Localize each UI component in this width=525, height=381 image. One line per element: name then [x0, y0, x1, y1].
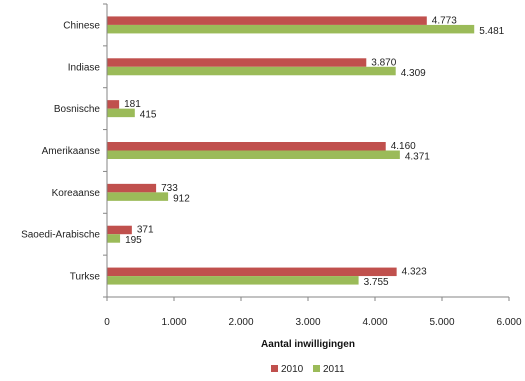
x-tick-label: 4.000 [362, 317, 387, 328]
bar-2011-amerikaanse [107, 150, 400, 159]
data-label-2011-koreaanse: 912 [173, 193, 190, 204]
data-label-2010-turkse: 4.323 [402, 267, 427, 278]
data-label-2010-saoedi-arabische: 371 [137, 225, 154, 236]
bar-2011-koreaanse [107, 192, 169, 201]
category-label-indiase: Indiase [68, 62, 101, 73]
category-label-chinese: Chinese [63, 20, 100, 31]
bar-2010-amerikaanse [107, 142, 386, 151]
data-label-2010-koreaanse: 733 [161, 183, 178, 194]
axis-layer [103, 3, 510, 301]
category-label-saoedi-arabische: Saoedi-Arabische [21, 230, 100, 241]
labels-layer: Chinese 4.773 5.481 Indiase 3.870 4.309 Bosnis… [21, 15, 522, 328]
bar-2010-bosnische [107, 100, 120, 109]
data-label-2011-indiase: 4.309 [401, 68, 426, 79]
category-label-bosnische: Bosnische [54, 104, 101, 115]
data-label-2010-amerikaanse: 4.160 [391, 141, 416, 152]
x-tick-label: 0 [104, 317, 110, 328]
data-label-2011-saoedi-arabische: 195 [125, 235, 142, 246]
x-tick-label: 5.000 [429, 317, 454, 328]
legend-label-2011: 2011 [323, 364, 345, 375]
bar-2011-bosnische [107, 108, 135, 118]
data-label-2010-chinese: 4.773 [432, 15, 457, 26]
legend-label-2010: 2010 [281, 364, 304, 375]
legend-swatch-2010 [271, 365, 278, 372]
x-tick-label: 1.000 [161, 317, 186, 328]
bar-2010-indiase [107, 58, 367, 67]
data-label-2011-amerikaanse: 4.371 [405, 152, 430, 163]
bar-2011-saoedi-arabische [107, 234, 121, 243]
bar-2010-saoedi-arabische [107, 225, 132, 235]
bar-2010-chinese [107, 16, 427, 25]
x-tick-label: 2.000 [228, 317, 253, 328]
x-axis-title: Aantal inwilligingen [261, 339, 355, 350]
data-label-2011-turkse: 3.755 [364, 277, 389, 288]
bar-2011-turkse [107, 276, 359, 285]
bar-2010-turkse [107, 267, 397, 277]
data-label-2010-indiase: 3.870 [371, 57, 396, 68]
x-tick-label: 6.000 [496, 317, 521, 328]
bar-2011-chinese [107, 24, 475, 34]
legend: 2010 2011 [271, 364, 345, 375]
category-label-amerikaanse: Amerikaanse [42, 146, 101, 157]
category-label-koreaanse: Koreaanse [52, 188, 101, 199]
bar-2010-koreaanse [107, 183, 157, 193]
data-label-2011-chinese: 5.481 [479, 26, 504, 37]
data-label-2011-bosnische: 415 [140, 110, 157, 121]
bars-layer [107, 16, 475, 285]
bar-2011-indiase [107, 66, 396, 76]
data-label-2010-bosnische: 181 [124, 99, 141, 110]
x-tick-label: 3.000 [295, 317, 320, 328]
legend-swatch-2011 [313, 365, 320, 372]
category-label-turkse: Turkse [70, 272, 101, 283]
